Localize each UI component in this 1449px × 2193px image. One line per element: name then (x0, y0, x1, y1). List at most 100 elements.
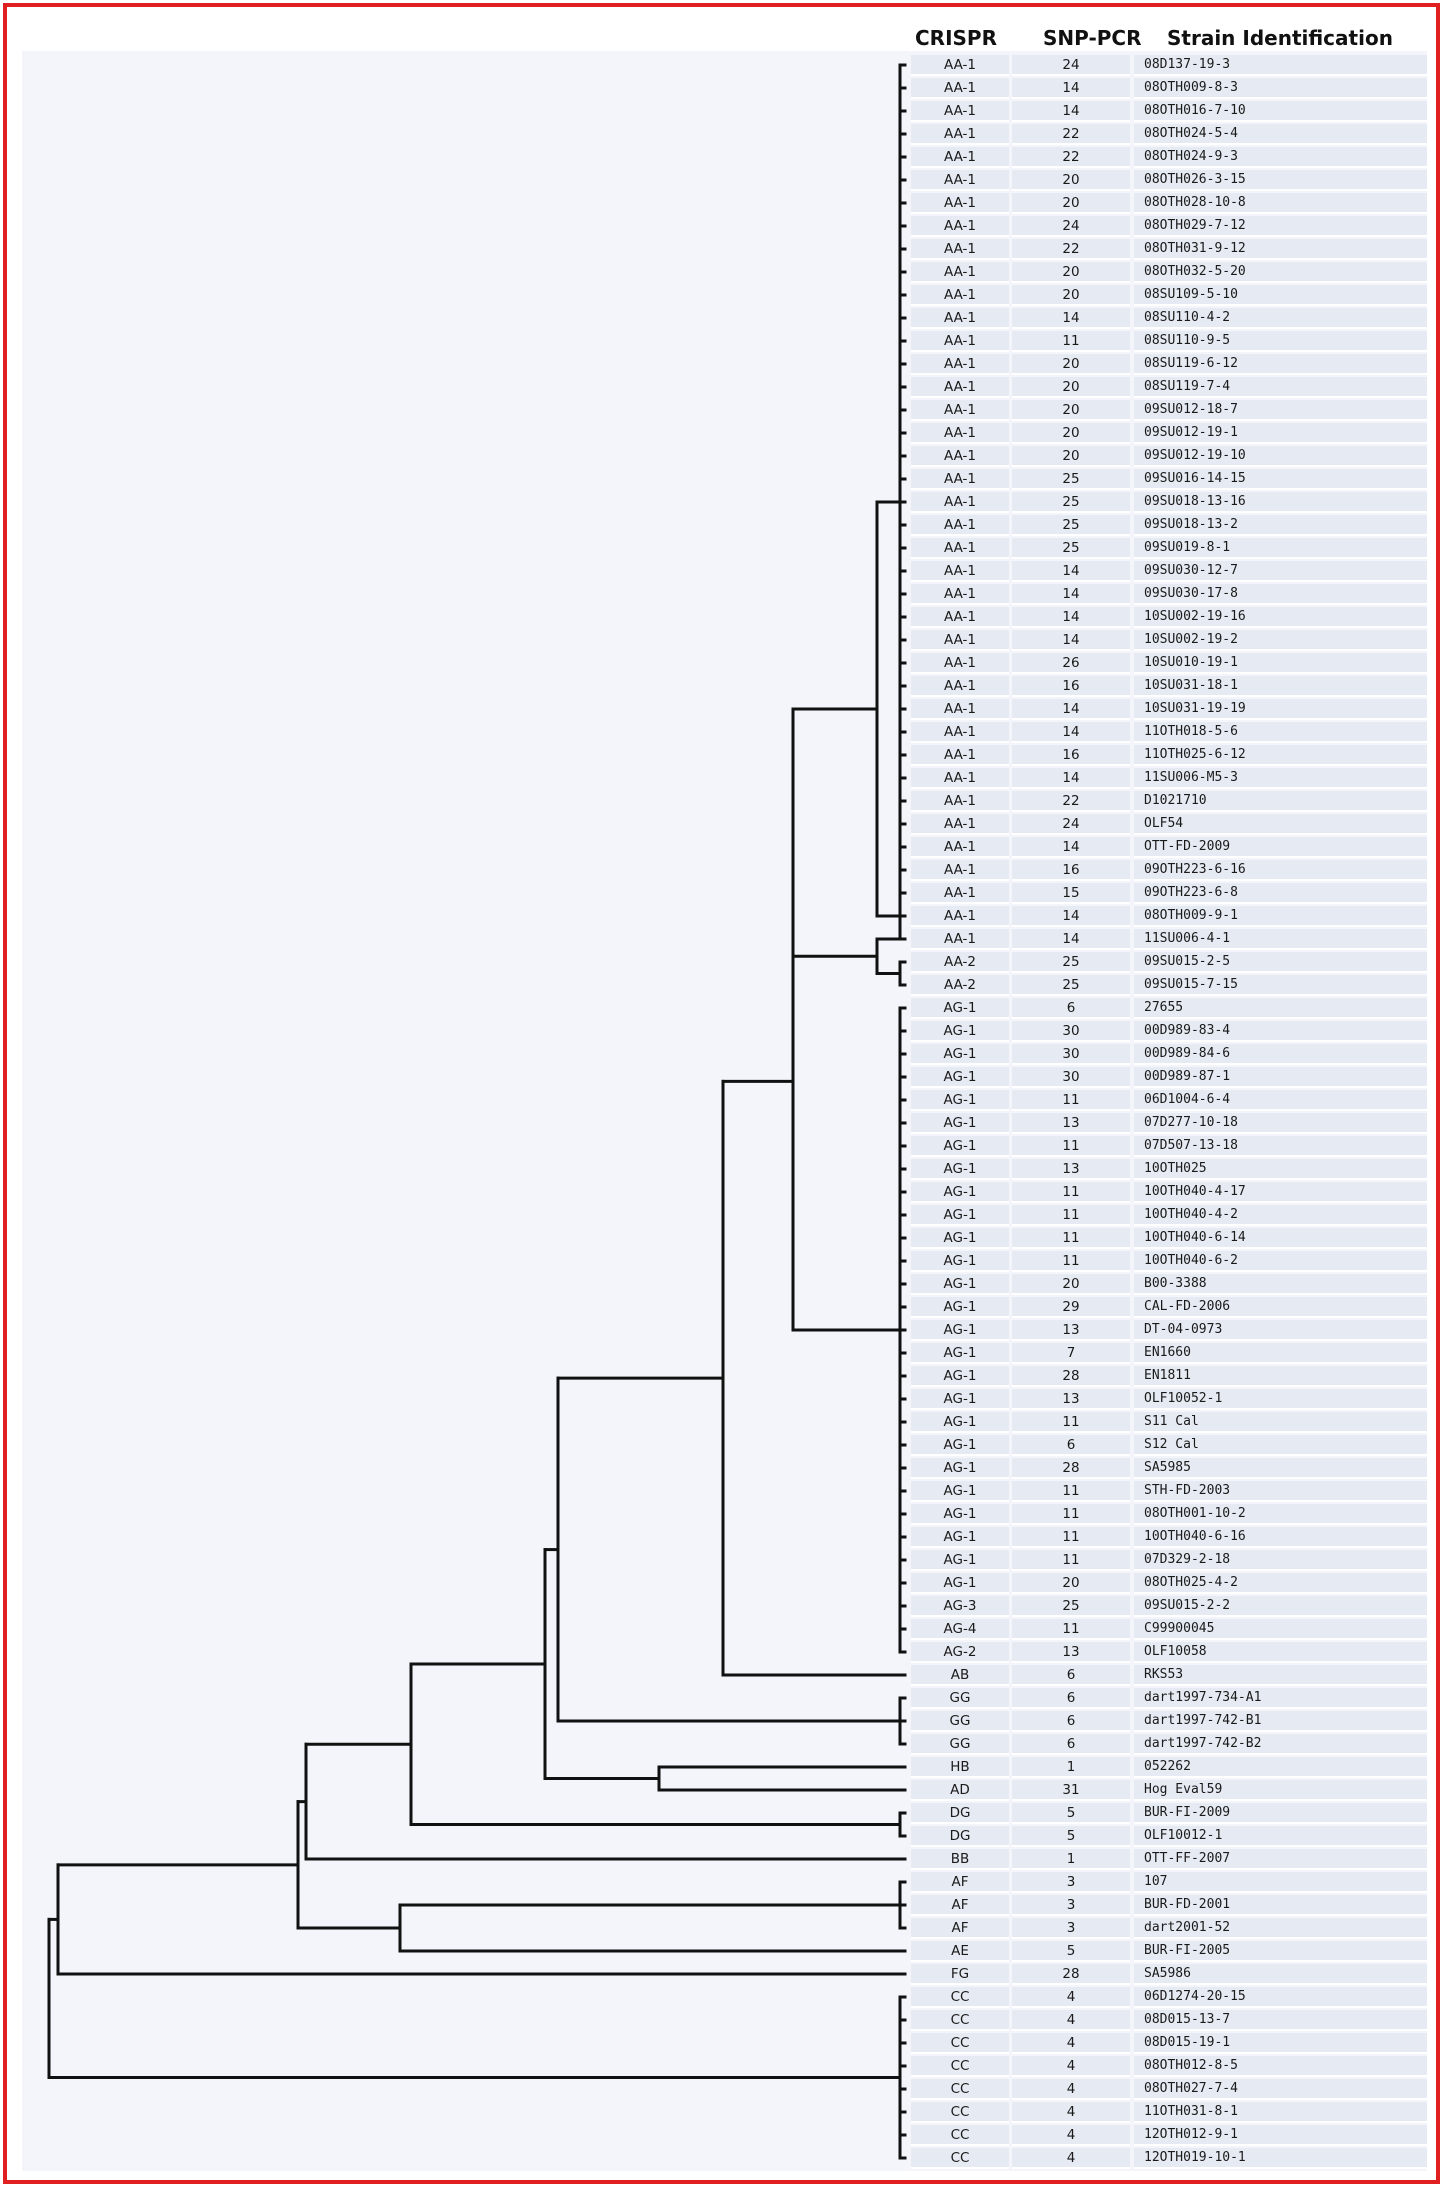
snp-pcr-cell: 16 (1012, 860, 1130, 881)
crispr-cell: AA-1 (911, 78, 1009, 99)
strain-id-cell: BUR-FI-2009 (1134, 1803, 1427, 1824)
crispr-cell: AG-4 (911, 1619, 1009, 1640)
snp-pcr-cell: 13 (1012, 1320, 1130, 1341)
snp-pcr-cell: 11 (1012, 1412, 1130, 1433)
snp-pcr-cell: 22 (1012, 124, 1130, 145)
snp-pcr-cell: 14 (1012, 837, 1130, 858)
strain-id-cell: 06D1004-6-4 (1134, 1090, 1427, 1111)
snp-pcr-cell: 11 (1012, 1550, 1130, 1571)
strain-id-cell: 09SU018-13-2 (1134, 515, 1427, 536)
snp-pcr-cell: 11 (1012, 1481, 1130, 1502)
crispr-cell: AG-1 (911, 1113, 1009, 1134)
strain-id-cell: RKS53 (1134, 1665, 1427, 1686)
snp-pcr-cell: 14 (1012, 906, 1130, 927)
snp-pcr-cell: 4 (1012, 2056, 1130, 2077)
snp-pcr-cell: 14 (1012, 78, 1130, 99)
crispr-cell: AA-1 (911, 239, 1009, 260)
crispr-cell: AG-1 (911, 1297, 1009, 1318)
snp-pcr-cell: 6 (1012, 1711, 1130, 1732)
strain-column: 08D137-19-3 08OTH009-8-3 08OTH016-7-10 08OT… (1134, 51, 1427, 2171)
strain-id-cell: 08OTH024-5-4 (1134, 124, 1427, 145)
strain-id-cell: 06D1274-20-15 (1134, 1987, 1427, 2008)
snp-pcr-cell: 22 (1012, 239, 1130, 260)
snp-pcr-cell: 4 (1012, 2102, 1130, 2123)
snp-pcr-cell: 3 (1012, 1918, 1130, 1939)
strain-id-cell: 10OTH040-6-16 (1134, 1527, 1427, 1548)
crispr-cell: AG-1 (911, 1412, 1009, 1433)
strain-id-cell: S12 Cal (1134, 1435, 1427, 1456)
strain-id-cell: 09SU015-7-15 (1134, 975, 1427, 996)
snp-pcr-cell: 20 (1012, 193, 1130, 214)
snp-pcr-cell: 11 (1012, 1228, 1130, 1249)
strain-id-cell: 08OTH009-9-1 (1134, 906, 1427, 927)
strain-id-cell: 07D507-13-18 (1134, 1136, 1427, 1157)
strain-id-cell: 08OTH009-8-3 (1134, 78, 1427, 99)
header-crispr: CRISPR (915, 26, 997, 50)
crispr-cell: HB (911, 1757, 1009, 1778)
crispr-cell: AA-1 (911, 170, 1009, 191)
crispr-cell: CC (911, 2125, 1009, 2146)
crispr-cell: AG-1 (911, 1435, 1009, 1456)
crispr-cell: AG-1 (911, 1136, 1009, 1157)
crispr-cell: AA-1 (911, 906, 1009, 927)
strain-id-cell: 08OTH031-9-12 (1134, 239, 1427, 260)
crispr-cell: AG-1 (911, 1182, 1009, 1203)
strain-id-cell: 12OTH012-9-1 (1134, 2125, 1427, 2146)
crispr-cell: AG-1 (911, 1527, 1009, 1548)
crispr-cell: AG-2 (911, 1642, 1009, 1663)
strain-id-cell: EN1811 (1134, 1366, 1427, 1387)
snp-pcr-cell: 20 (1012, 354, 1130, 375)
snp-pcr-cell: 28 (1012, 1458, 1130, 1479)
crispr-cell: DG (911, 1826, 1009, 1847)
snp-pcr-cell: 30 (1012, 1021, 1130, 1042)
strain-id-cell: 09SU012-19-10 (1134, 446, 1427, 467)
crispr-cell: AA-1 (911, 561, 1009, 582)
strain-id-cell: 08OTH026-3-15 (1134, 170, 1427, 191)
snp-pcr-cell: 11 (1012, 331, 1130, 352)
snp-pcr-cell: 11 (1012, 1136, 1130, 1157)
snp-pcr-cell: 24 (1012, 55, 1130, 76)
strain-id-cell: 08D137-19-3 (1134, 55, 1427, 76)
strain-id-cell: 09SU019-8-1 (1134, 538, 1427, 559)
crispr-cell: AG-1 (911, 1550, 1009, 1571)
crispr-cell: AA-1 (911, 147, 1009, 168)
snp-pcr-cell: 14 (1012, 929, 1130, 950)
crispr-cell: AG-1 (911, 1067, 1009, 1088)
crispr-cell: AA-1 (911, 285, 1009, 306)
strain-id-cell: 09SU012-18-7 (1134, 400, 1427, 421)
crispr-cell: AA-2 (911, 975, 1009, 996)
strain-id-cell: 08OTH001-10-2 (1134, 1504, 1427, 1525)
crispr-cell: AA-1 (911, 791, 1009, 812)
strain-id-cell: OLF54 (1134, 814, 1427, 835)
snp-pcr-cell: 11 (1012, 1619, 1130, 1640)
snp-pcr-cell: 1 (1012, 1757, 1130, 1778)
snp-pcr-cell: 13 (1012, 1159, 1130, 1180)
strain-id-cell: SA5986 (1134, 1964, 1427, 1985)
crispr-cell: AA-1 (911, 929, 1009, 950)
snp-pcr-cell: 11 (1012, 1182, 1130, 1203)
strain-id-cell: 08D015-19-1 (1134, 2033, 1427, 2054)
strain-id-cell: dart1997-742-B1 (1134, 1711, 1427, 1732)
crispr-cell: AF (911, 1918, 1009, 1939)
snp-pcr-cell: 4 (1012, 2125, 1130, 2146)
strain-id-cell: 09SU015-2-5 (1134, 952, 1427, 973)
strain-id-cell: OLF10012-1 (1134, 1826, 1427, 1847)
crispr-cell: AA-1 (911, 193, 1009, 214)
strain-id-cell: 27655 (1134, 998, 1427, 1019)
snp-pcr-cell: 11 (1012, 1090, 1130, 1111)
snp-pcr-cell: 28 (1012, 1366, 1130, 1387)
snp-pcr-cell: 6 (1012, 1688, 1130, 1709)
crispr-cell: AG-1 (911, 1021, 1009, 1042)
snp-pcr-cell: 20 (1012, 285, 1130, 306)
snp-pcr-cell: 14 (1012, 768, 1130, 789)
crispr-cell: AA-1 (911, 722, 1009, 743)
strain-id-cell: 107 (1134, 1872, 1427, 1893)
crispr-cell: AA-1 (911, 883, 1009, 904)
snp-pcr-cell: 4 (1012, 2079, 1130, 2100)
strain-id-cell: B00-3388 (1134, 1274, 1427, 1295)
strain-id-cell: OTT-FD-2009 (1134, 837, 1427, 858)
crispr-cell: AG-1 (911, 1343, 1009, 1364)
strain-id-cell: S11 Cal (1134, 1412, 1427, 1433)
snp-pcr-cell: 30 (1012, 1044, 1130, 1065)
crispr-cell: AG-1 (911, 1205, 1009, 1226)
